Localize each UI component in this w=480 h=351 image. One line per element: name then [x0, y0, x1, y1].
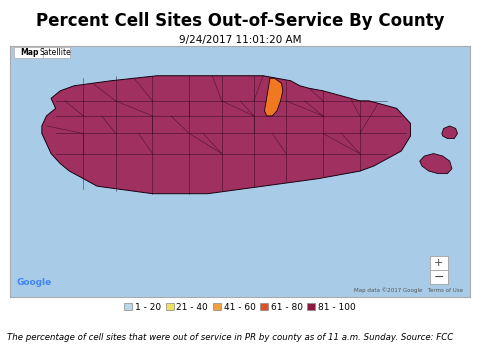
Text: Map data ©2017 Google   Terms of Use: Map data ©2017 Google Terms of Use [355, 287, 464, 293]
Polygon shape [420, 153, 452, 174]
Legend: 1 - 20, 21 - 40, 41 - 60, 61 - 80, 81 - 100: 1 - 20, 21 - 40, 41 - 60, 61 - 80, 81 - … [120, 299, 360, 315]
Text: +: + [434, 258, 444, 268]
Text: 9/24/2017 11:01:20 AM: 9/24/2017 11:01:20 AM [179, 35, 301, 45]
Text: Percent Cell Sites Out-of-Service By County: Percent Cell Sites Out-of-Service By Cou… [36, 12, 444, 30]
Text: −: − [433, 271, 444, 284]
Text: Google: Google [16, 278, 52, 286]
Polygon shape [442, 126, 457, 139]
Polygon shape [42, 76, 410, 194]
Text: Satellite: Satellite [40, 48, 72, 57]
Text: Map: Map [20, 48, 38, 57]
Text: The percentage of cell sites that were out of service in PR by county as of 11 a: The percentage of cell sites that were o… [7, 333, 454, 342]
Polygon shape [264, 78, 283, 116]
